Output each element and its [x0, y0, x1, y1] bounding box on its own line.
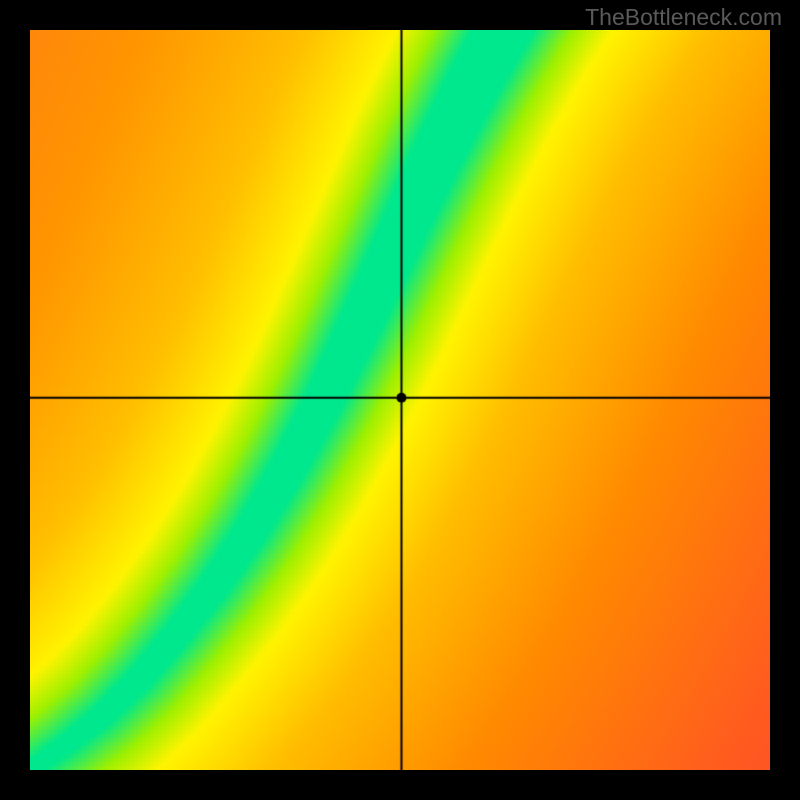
chart-frame: TheBottleneck.com — [0, 0, 800, 800]
watermark-text: TheBottleneck.com — [585, 4, 782, 31]
heatmap-canvas — [30, 30, 770, 770]
